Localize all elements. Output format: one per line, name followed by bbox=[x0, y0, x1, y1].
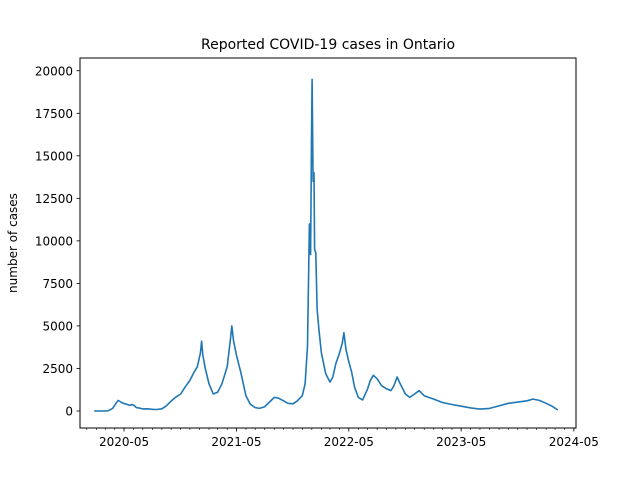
y-tick-label: 0 bbox=[65, 404, 73, 418]
x-axis-ticks: 2020-05 2021-05 2022-05 2023-05 2024-05 bbox=[86, 428, 599, 449]
y-tick-label: 15000 bbox=[35, 149, 73, 163]
x-tick-label: 2020-05 bbox=[99, 435, 149, 449]
series-line bbox=[94, 78, 559, 412]
y-tick-label: 10000 bbox=[35, 234, 73, 248]
plot-area bbox=[94, 78, 559, 412]
y-axis-label: number of cases bbox=[6, 193, 20, 293]
axes-frame bbox=[79, 57, 577, 429]
y-tick-label: 2500 bbox=[42, 362, 73, 376]
y-tick-label: 17500 bbox=[35, 107, 73, 121]
x-tick-label: 2024-05 bbox=[549, 435, 599, 449]
y-tick-label: 12500 bbox=[35, 192, 73, 206]
y-tick-label: 7500 bbox=[42, 277, 73, 291]
y-tick-label: 20000 bbox=[35, 64, 73, 78]
x-tick-label: 2023-05 bbox=[436, 435, 486, 449]
chart-title: Reported COVID-19 cases in Ontario bbox=[201, 37, 455, 53]
y-tick-label: 5000 bbox=[42, 319, 73, 333]
x-tick-label: 2021-05 bbox=[211, 435, 261, 449]
x-tick-label: 2022-05 bbox=[324, 435, 374, 449]
y-axis-ticks: 0 2500 5000 7500 10000 12500 15000 17500 20000 bbox=[35, 64, 80, 418]
